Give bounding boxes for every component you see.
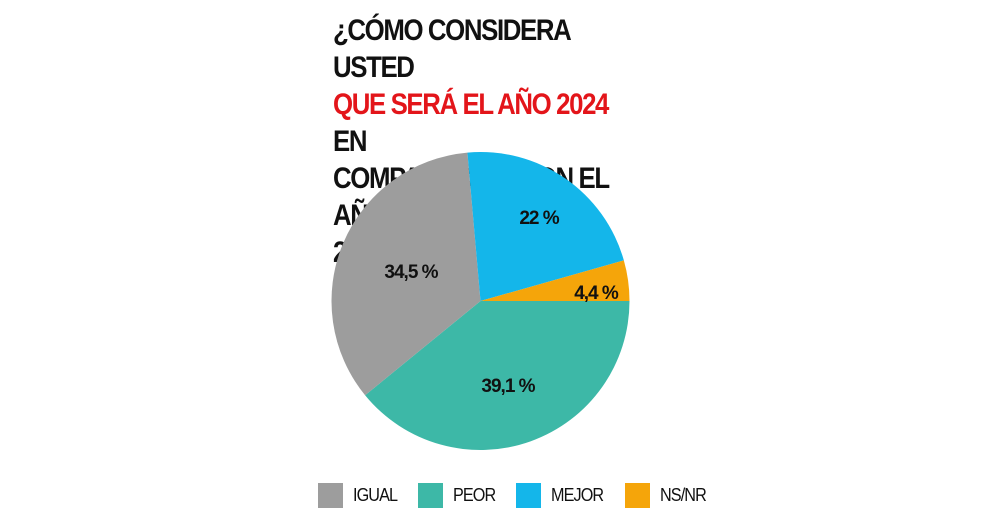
slice-label-igual: 34,5 % <box>384 262 438 283</box>
legend-label-igual: IGUAL <box>353 485 398 505</box>
title-line-2: QUE SERÁ EL AÑO 2024 EN <box>333 86 643 160</box>
legend-swatch-igual <box>318 483 343 508</box>
pie-slice-mejor <box>467 152 624 301</box>
legend-swatch-peor <box>418 483 444 508</box>
title-line-1: ¿CÓMO CONSIDERA USTED <box>333 14 571 84</box>
title-highlight: QUE SERÁ EL AÑO 2024 <box>333 88 609 121</box>
slice-label-nsnr: 4,4 % <box>574 283 619 304</box>
legend-item-nsnr: NS/NR <box>625 483 711 508</box>
legend-item-peor: PEOR <box>418 483 500 508</box>
legend-swatch-mejor <box>516 483 542 508</box>
legend-label-peor: PEOR <box>453 485 496 505</box>
title-line-2-rest: EN <box>333 125 367 158</box>
legend-label-mejor: MEJOR <box>551 485 604 505</box>
pie-slice-nsnr <box>480 260 630 301</box>
legend-item-mejor: MEJOR <box>516 483 609 508</box>
legend: IGUAL PEOR MEJOR NS/NR <box>318 483 727 508</box>
pie-slice-igual <box>331 152 481 396</box>
pie-slice-peor <box>365 301 630 450</box>
legend-label-nsnr: NS/NR <box>660 485 707 505</box>
legend-item-igual: IGUAL <box>318 483 402 508</box>
slice-label-peor: 39,1 % <box>481 376 535 397</box>
slice-label-mejor: 22 % <box>519 208 559 229</box>
legend-swatch-nsnr <box>625 483 651 508</box>
